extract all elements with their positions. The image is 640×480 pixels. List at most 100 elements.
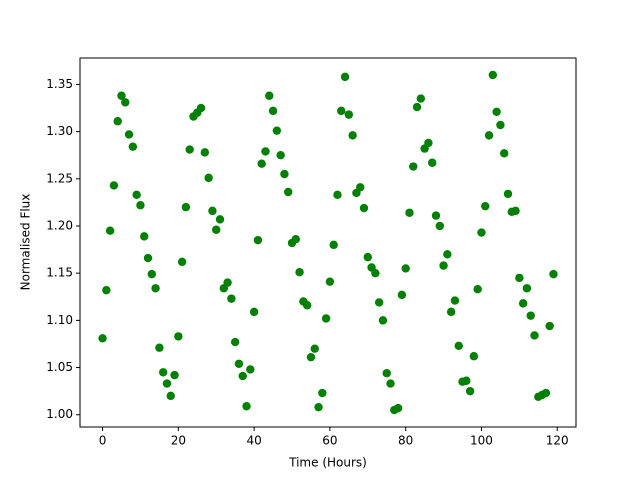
data-point	[151, 284, 160, 293]
data-point	[344, 110, 354, 119]
data-point	[515, 273, 524, 283]
data-point	[128, 142, 138, 151]
data-point	[393, 403, 403, 413]
data-point	[412, 102, 422, 112]
y-tick-label: 1.05	[46, 360, 73, 374]
data-point	[200, 148, 210, 157]
data-point	[280, 169, 289, 179]
data-point	[518, 299, 528, 308]
data-point	[215, 215, 225, 224]
data-point	[428, 158, 437, 167]
data-point	[257, 159, 266, 168]
data-point	[174, 332, 183, 341]
data-point	[484, 131, 494, 140]
data-point	[356, 183, 365, 192]
data-point	[155, 343, 164, 352]
data-point	[416, 94, 426, 103]
data-point	[545, 321, 554, 331]
data-point	[503, 189, 513, 199]
data-point	[530, 331, 539, 340]
data-point	[230, 337, 240, 347]
data-point	[318, 388, 327, 398]
x-tick-label: 120	[546, 434, 569, 448]
data-point	[291, 234, 300, 244]
data-point	[253, 235, 263, 245]
data-point	[450, 296, 460, 305]
data-point	[314, 402, 323, 412]
x-axis-label: Time (Hours)	[288, 456, 367, 470]
data-point	[208, 206, 217, 216]
data-point	[439, 261, 448, 270]
x-tick-label: 20	[171, 434, 186, 448]
y-tick-label: 1.35	[46, 77, 73, 91]
data-point	[496, 120, 505, 130]
data-point	[340, 72, 350, 82]
data-point	[170, 370, 179, 380]
data-point	[306, 352, 316, 362]
data-point	[249, 307, 259, 317]
x-tick-label: 60	[322, 434, 337, 448]
y-axis-label: Normalised Flux	[19, 194, 33, 291]
data-point	[325, 277, 335, 286]
data-point	[223, 278, 232, 287]
data-point	[261, 147, 270, 156]
data-point	[371, 268, 380, 278]
data-point	[158, 368, 168, 377]
data-point	[166, 391, 175, 401]
data-point	[329, 240, 338, 250]
data-point	[265, 91, 274, 100]
plot-frame	[79, 57, 577, 428]
data-point	[162, 379, 172, 388]
data-point	[242, 402, 251, 411]
data-point	[374, 298, 384, 307]
data-point	[397, 290, 407, 300]
data-point	[541, 388, 551, 398]
data-point	[405, 208, 414, 217]
data-point	[113, 117, 122, 126]
data-point	[140, 232, 149, 241]
data-point	[177, 257, 187, 267]
data-point	[481, 201, 490, 211]
data-point	[462, 376, 471, 385]
data-point	[295, 268, 304, 277]
data-point	[359, 203, 369, 213]
data-point	[310, 344, 319, 353]
y-tick-label: 1.00	[46, 407, 73, 421]
data-point	[469, 352, 479, 361]
data-point	[212, 225, 221, 234]
data-point	[302, 301, 312, 310]
data-point	[268, 106, 278, 116]
data-point	[98, 334, 107, 343]
data-point	[431, 211, 441, 220]
data-point	[511, 206, 520, 216]
data-point	[238, 371, 247, 381]
data-point	[204, 173, 213, 183]
y-tick-label: 1.25	[46, 171, 73, 185]
data-point	[477, 228, 486, 237]
data-point	[102, 285, 111, 295]
data-point	[409, 162, 418, 171]
data-point	[284, 187, 293, 197]
data-point	[227, 294, 236, 303]
data-point	[363, 252, 372, 262]
data-point	[105, 226, 115, 235]
y-tick-label: 1.10	[46, 313, 73, 327]
data-point	[136, 201, 145, 210]
y-tick-label: 1.20	[46, 218, 73, 232]
data-point	[234, 359, 244, 368]
data-point	[435, 221, 444, 231]
data-point	[522, 284, 532, 293]
data-point	[272, 126, 282, 135]
data-point	[132, 190, 141, 200]
data-point	[181, 202, 191, 212]
data-point	[549, 269, 558, 279]
data-point	[499, 149, 509, 158]
data-point	[321, 314, 331, 323]
data-point	[143, 253, 153, 263]
data-point	[473, 285, 482, 294]
x-tick-label: 40	[246, 434, 261, 448]
x-tick-label: 100	[470, 434, 493, 448]
data-point	[147, 269, 157, 279]
data-point	[333, 190, 342, 200]
